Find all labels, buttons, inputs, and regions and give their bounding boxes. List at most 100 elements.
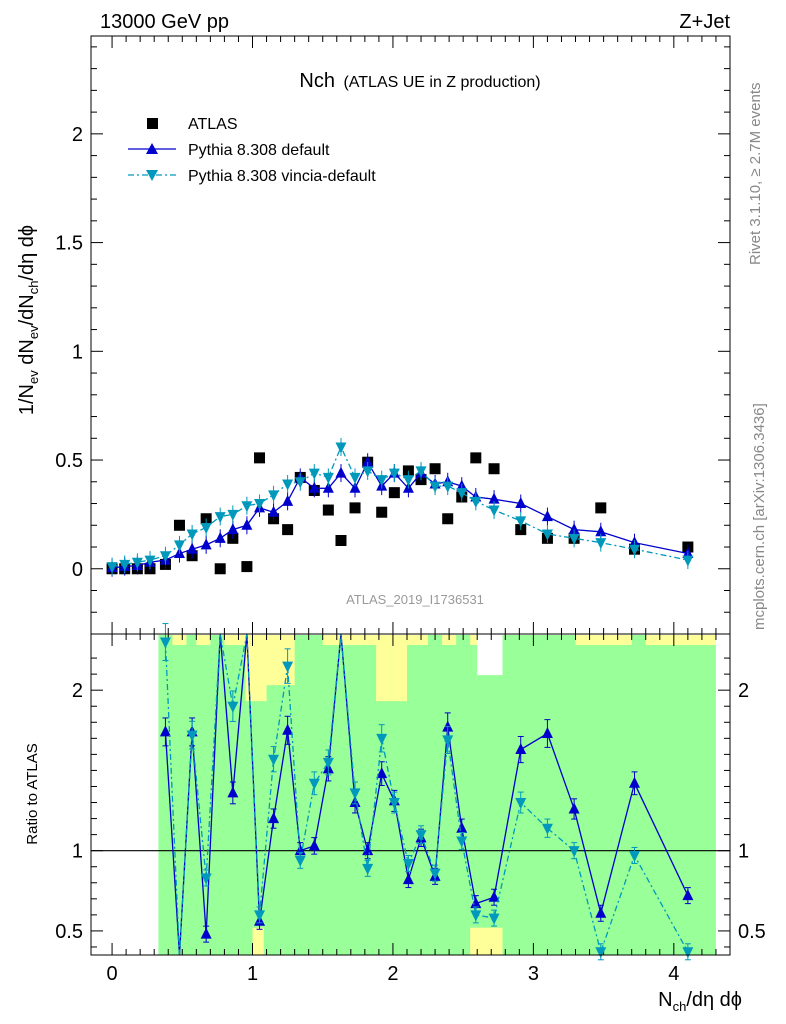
ratio-point — [159, 637, 171, 649]
main-series-0 — [106, 452, 694, 575]
x-tick-label: 2 — [387, 963, 398, 985]
ratio-point — [376, 767, 388, 779]
data-point — [268, 505, 280, 517]
plot-title: Nch (ATLAS UE in Z production) — [299, 70, 540, 92]
ratio-point — [200, 927, 212, 939]
ratio-point — [456, 821, 468, 833]
ratio-band-yellow — [390, 635, 407, 702]
data-point — [568, 533, 580, 545]
legend: ATLAS Pythia 8.308 default Pythia 8.308 … — [128, 116, 376, 185]
data-point — [119, 559, 131, 571]
data-point — [282, 479, 294, 491]
ratio-point — [568, 846, 580, 858]
header-left: 13000 GeV pp — [100, 11, 229, 33]
ratio-point — [568, 802, 580, 814]
ratio-point — [159, 725, 171, 737]
series-line — [112, 460, 688, 569]
ratio-point — [629, 776, 641, 788]
ratio-point — [294, 855, 306, 867]
data-point — [442, 481, 454, 493]
ratio-point — [595, 906, 607, 918]
ratio-point — [682, 947, 694, 959]
ratio-point — [429, 868, 441, 880]
ratio-series-1 — [159, 623, 694, 961]
ratio-point — [227, 786, 239, 798]
ratio-point — [470, 910, 482, 922]
data-point — [159, 551, 171, 563]
y-tick-label-main: 0 — [72, 559, 83, 581]
ratio-band-yellow — [224, 635, 246, 645]
data-point — [322, 504, 334, 516]
data-point — [335, 442, 347, 454]
plot-title-main: Nch — [299, 70, 335, 92]
ratio-point — [488, 890, 500, 902]
ratio-point — [376, 733, 388, 745]
legend-marker-default — [146, 143, 158, 154]
x-tick-label: 4 — [668, 963, 679, 985]
data-point — [282, 494, 294, 506]
ratio-point — [186, 730, 198, 742]
ratio-band-yellow — [322, 635, 340, 645]
ratio-point — [515, 798, 527, 810]
data-point — [349, 502, 361, 514]
data-point — [349, 472, 361, 484]
data-point — [415, 466, 427, 478]
data-point — [131, 557, 143, 569]
ratio-point — [308, 839, 320, 851]
data-point — [541, 529, 553, 541]
ratio-point — [227, 701, 239, 713]
data-point — [376, 475, 388, 487]
data-point — [254, 452, 266, 464]
data-point — [362, 466, 374, 478]
y-tick-label-ratio: 0.5 — [55, 921, 83, 943]
ratio-point — [595, 947, 607, 959]
ratio-point — [629, 850, 641, 862]
data-point — [376, 506, 388, 518]
ratio-series — [159, 623, 694, 961]
main-axes: 0 0.5 1 1.5 2 — [55, 36, 730, 635]
y-tick-label-main: 1 — [72, 341, 83, 363]
ratio-point — [322, 757, 334, 769]
data-point — [541, 510, 553, 522]
plot-title-sub: (ATLAS UE in Z production) — [343, 74, 540, 91]
ratio-point — [541, 727, 553, 739]
y-axis-label-main: 1/Nev dNev/dNch/dη dϕ — [16, 225, 41, 415]
y-tick-label-ratio-right: 0.5 — [738, 921, 766, 943]
ratio-band-yellow — [376, 635, 391, 702]
data-point — [488, 492, 500, 504]
ratio-point — [308, 778, 320, 790]
data-point — [214, 531, 226, 543]
data-point — [470, 452, 482, 464]
data-point — [322, 472, 334, 484]
data-point — [488, 505, 500, 517]
ratio-point — [682, 889, 694, 901]
y-tick-label-main: 2 — [72, 124, 83, 146]
ratio-point — [442, 735, 454, 747]
data-point — [322, 481, 334, 493]
data-point — [362, 455, 374, 467]
data-point — [294, 477, 306, 489]
ratio-point — [268, 754, 280, 766]
x-axis-label: Nch/dη dϕ — [658, 989, 742, 1014]
ratio-band-yellow — [196, 635, 211, 645]
data-point — [402, 475, 414, 487]
ratio-point — [254, 910, 266, 922]
ratio-point — [282, 661, 294, 673]
data-point — [595, 538, 607, 550]
data-point — [682, 555, 694, 567]
data-point — [335, 534, 347, 546]
ratio-point — [541, 823, 553, 835]
data-point — [227, 523, 239, 535]
data-point — [241, 561, 253, 573]
rivet-label: Rivet 3.1.10, ≥ 2.7M events — [747, 83, 764, 266]
data-point — [106, 562, 118, 574]
ratio-point — [402, 859, 414, 871]
data-point — [515, 497, 527, 509]
data-point — [214, 563, 226, 575]
y-tick-label-main: 0.5 — [55, 450, 83, 472]
data-point — [335, 466, 347, 478]
ratio-band-yellow — [339, 635, 365, 645]
ratio-point — [349, 788, 361, 800]
data-point — [442, 513, 454, 525]
data-point — [388, 487, 400, 499]
